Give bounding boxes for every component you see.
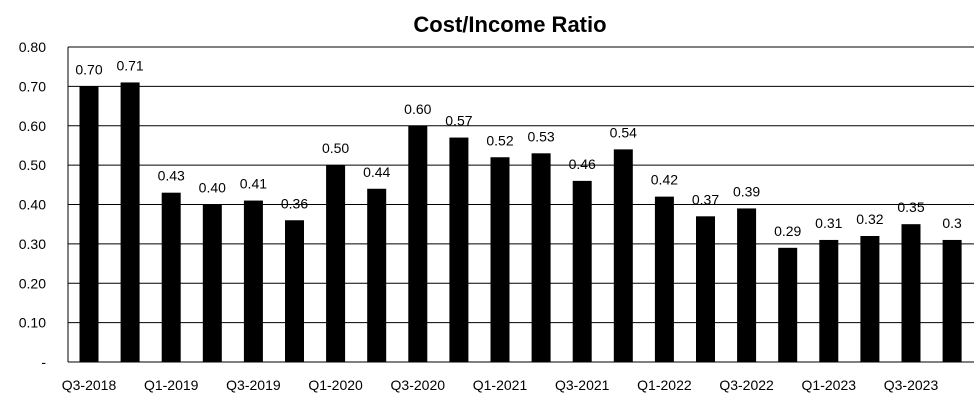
x-tick-label: Q1-2021: [473, 377, 528, 393]
data-label: 0.36: [281, 195, 308, 211]
bar: [696, 216, 715, 362]
bar: [285, 220, 304, 362]
data-label: 0.52: [486, 132, 513, 148]
data-label: 0.70: [75, 61, 102, 77]
x-tick-label: Q3-2021: [555, 377, 610, 393]
data-label: 0.60: [404, 101, 431, 117]
bars: [79, 82, 962, 362]
y-tick-label: 0.70: [19, 78, 46, 94]
data-label: 0.53: [527, 128, 554, 144]
bar: [901, 224, 921, 362]
y-tick-label: -: [41, 354, 46, 370]
data-label: 0.42: [651, 172, 678, 188]
bar: [367, 188, 387, 362]
data-label: 0.50: [322, 140, 349, 156]
x-tick-label: Q3-2023: [884, 377, 939, 393]
data-label: 0.46: [569, 156, 596, 172]
data-label: 0.39: [733, 183, 760, 199]
bar: [942, 239, 962, 362]
x-tick-label: Q3-2018: [62, 377, 117, 393]
bar: [490, 157, 510, 362]
y-axis-tick-labels: - 0.10 0.20 0.30 0.40 0.50 0.60 0.70 0.80: [19, 39, 47, 370]
bar: [79, 86, 99, 362]
data-label: 0.71: [116, 57, 143, 73]
data-label: 0.37: [692, 191, 719, 207]
bar: [243, 200, 263, 362]
bar: [120, 82, 140, 362]
y-tick-label: 0.50: [19, 157, 46, 173]
x-tick-label: Q3-2022: [719, 377, 774, 393]
data-label: 0.29: [774, 223, 801, 239]
data-label: 0.3: [942, 215, 962, 231]
y-tick-label: 0.80: [19, 39, 46, 55]
bar: [161, 192, 181, 362]
bar: [572, 180, 592, 362]
bar: [449, 137, 469, 362]
y-tick-label: 0.10: [19, 315, 46, 331]
bar: [202, 204, 222, 362]
data-label: 0.32: [856, 211, 883, 227]
x-tick-label: Q1-2023: [802, 377, 857, 393]
x-tick-label: Q3-2020: [391, 377, 446, 393]
y-tick-label: 0.40: [19, 197, 46, 213]
data-label: 0.40: [199, 180, 226, 196]
bar: [819, 239, 839, 362]
bar: [613, 149, 633, 362]
bar: [778, 247, 798, 362]
x-tick-label: Q1-2020: [308, 377, 363, 393]
x-axis-tick-labels: Q3-2018 Q1-2019 Q3-2019 Q1-2020 Q3-2020 Q1-20…: [62, 377, 939, 393]
data-label: 0.54: [610, 124, 637, 140]
chart-title: Cost/Income Ratio: [413, 12, 606, 37]
x-tick-label: Q1-2022: [637, 377, 692, 393]
x-tick-label: Q1-2019: [144, 377, 199, 393]
data-label: 0.57: [445, 113, 472, 129]
y-tick-label: 0.60: [19, 118, 46, 134]
bar: [531, 153, 551, 362]
bar: [326, 165, 346, 362]
bar: [408, 125, 428, 362]
data-label: 0.35: [897, 199, 924, 215]
data-label: 0.31: [815, 215, 842, 231]
data-labels: 0.70 0.71 0.43 0.40 0.41 0.36 0.50 0.44 0.60 0.57…: [75, 57, 962, 238]
bar: [737, 208, 757, 362]
x-tick-label: Q3-2019: [226, 377, 281, 393]
data-label: 0.44: [363, 164, 390, 180]
y-tick-label: 0.20: [19, 275, 46, 291]
bar: [860, 236, 880, 362]
data-label: 0.43: [158, 168, 185, 184]
data-label: 0.41: [240, 176, 267, 192]
y-tick-label: 0.30: [19, 236, 46, 252]
bar: [654, 196, 674, 362]
